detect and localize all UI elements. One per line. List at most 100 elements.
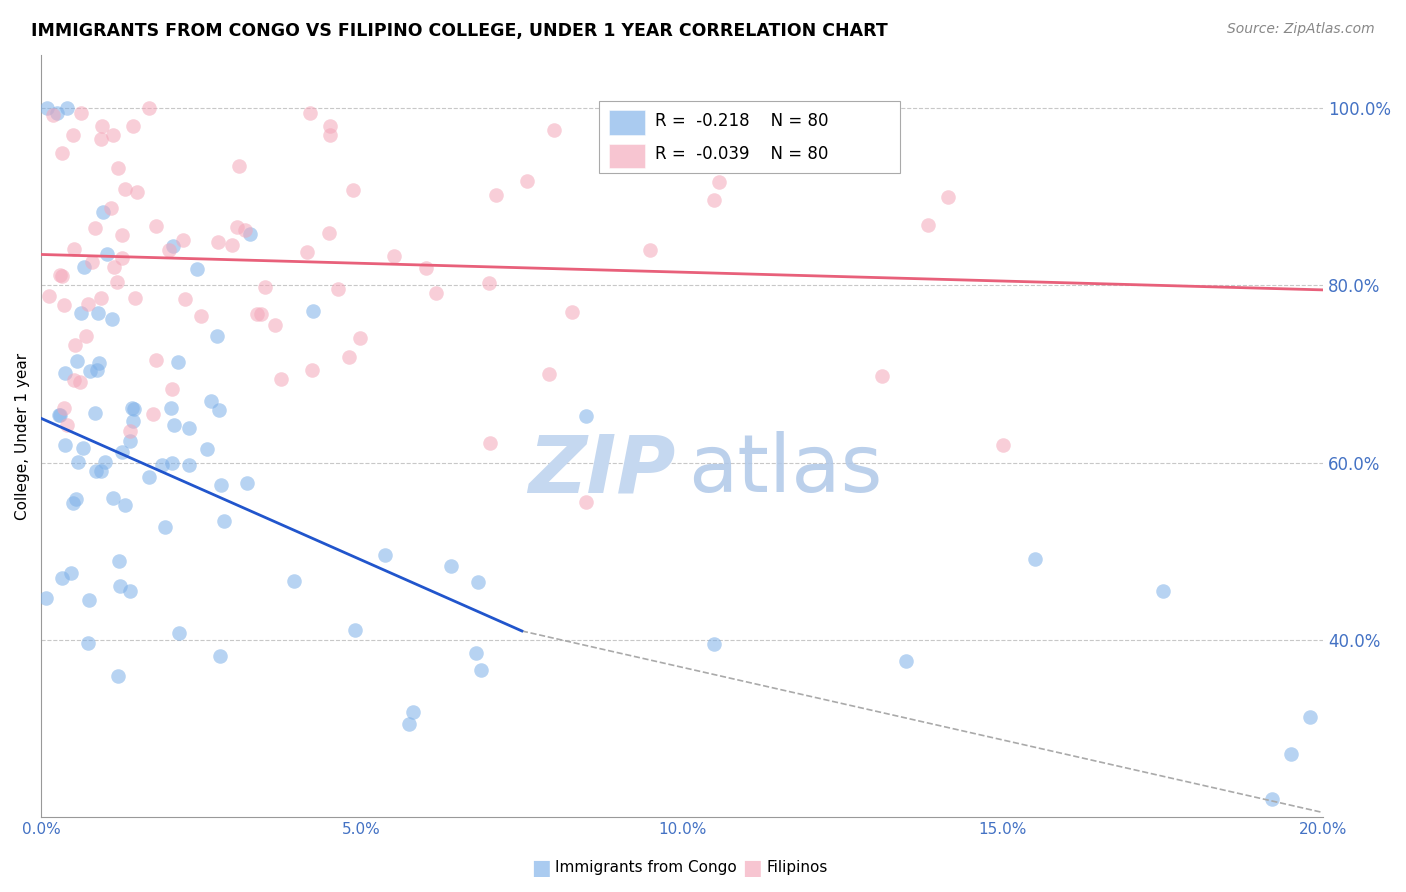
Point: [228, 159, 250, 173]
Point: [121, 401, 143, 415]
Point: [56, 101, 79, 115]
Point: [62, 128, 84, 143]
Point: [991, 438, 1014, 452]
Point: [114, 182, 136, 196]
Point: [470, 663, 492, 677]
Point: [153, 520, 176, 534]
Point: [100, 202, 122, 216]
Point: [77, 297, 100, 311]
Point: [205, 329, 228, 343]
Point: [162, 239, 184, 253]
Point: [94, 455, 117, 469]
Point: [208, 403, 231, 417]
Point: [440, 559, 463, 574]
Point: [35, 101, 58, 115]
Point: [575, 409, 598, 423]
Point: [111, 445, 134, 459]
Point: [77, 592, 100, 607]
Point: [172, 233, 194, 247]
Point: [51, 268, 73, 283]
Point: [301, 363, 323, 377]
Point: [72, 441, 94, 455]
Point: [65, 491, 87, 506]
Text: ZIP: ZIP: [529, 432, 676, 509]
Point: [62, 496, 84, 510]
Point: [84, 406, 107, 420]
Point: [53, 298, 76, 312]
Text: R =  -0.218    N = 80: R = -0.218 N = 80: [655, 112, 828, 130]
Point: [120, 424, 142, 438]
Point: [160, 401, 183, 416]
Point: [638, 243, 661, 257]
Point: [73, 260, 96, 275]
Point: [236, 475, 259, 490]
Point: [114, 499, 136, 513]
Point: [150, 458, 173, 473]
Point: [122, 414, 145, 428]
Point: [90, 132, 112, 146]
Point: [90, 464, 112, 478]
Point: [343, 624, 366, 638]
Point: [101, 312, 124, 326]
Point: [49, 268, 72, 282]
Point: [51, 145, 73, 160]
Point: [77, 636, 100, 650]
Point: [79, 363, 101, 377]
Point: [55, 417, 77, 432]
Point: [108, 579, 131, 593]
Point: [917, 218, 939, 232]
Point: [103, 260, 125, 274]
Point: [160, 456, 183, 470]
Point: [62, 374, 84, 388]
Point: [87, 306, 110, 320]
Point: [425, 285, 447, 300]
Point: [124, 291, 146, 305]
Point: [86, 362, 108, 376]
Point: [186, 262, 208, 277]
Point: [70, 306, 93, 320]
Point: [107, 669, 129, 683]
Point: [1261, 792, 1284, 806]
Point: [226, 219, 249, 234]
Point: [264, 318, 287, 332]
Point: [235, 222, 257, 236]
Point: [484, 188, 506, 202]
Point: [374, 548, 396, 562]
Text: atlas: atlas: [689, 432, 883, 509]
Point: [209, 477, 232, 491]
Point: [145, 352, 167, 367]
Point: [67, 455, 90, 469]
Point: [157, 244, 180, 258]
Point: [87, 356, 110, 370]
Point: [162, 417, 184, 432]
Point: [160, 382, 183, 396]
Point: [896, 654, 918, 668]
Text: ■: ■: [531, 858, 551, 878]
Point: [478, 436, 501, 450]
Point: [1299, 710, 1322, 724]
Point: [561, 304, 583, 318]
Point: [342, 183, 364, 197]
Point: [142, 407, 165, 421]
Point: [121, 119, 143, 133]
Point: [1279, 747, 1302, 762]
Point: [254, 280, 277, 294]
Point: [538, 368, 561, 382]
FancyBboxPatch shape: [609, 144, 645, 168]
Point: [464, 646, 486, 660]
Point: [59, 566, 82, 580]
Point: [66, 354, 89, 368]
Point: [62, 243, 84, 257]
Point: [145, 219, 167, 233]
Point: [295, 244, 318, 259]
Point: [70, 105, 93, 120]
Point: [270, 372, 292, 386]
Point: [174, 292, 197, 306]
Point: [63, 338, 86, 352]
Point: [49, 408, 72, 422]
Point: [382, 249, 405, 263]
Point: [415, 261, 437, 276]
Point: [42, 108, 65, 122]
Point: [91, 205, 114, 219]
Point: [167, 626, 190, 640]
